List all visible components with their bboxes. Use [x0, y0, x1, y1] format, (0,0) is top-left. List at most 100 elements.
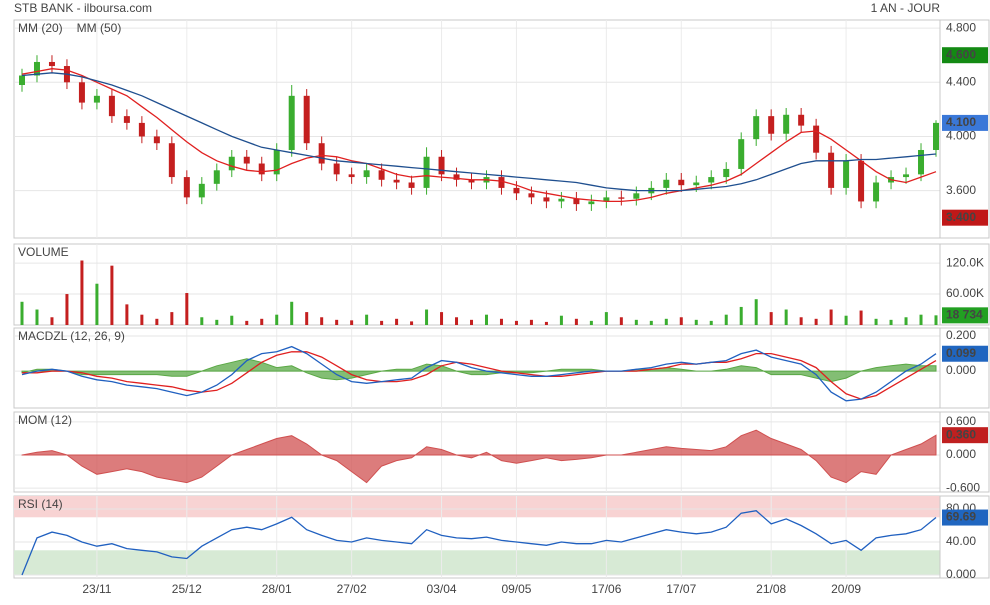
- candle-body: [78, 82, 85, 103]
- panel-title: VOLUME: [18, 245, 69, 259]
- value-badge: [942, 427, 988, 444]
- volume-bar: [395, 318, 399, 325]
- volume-bar: [80, 260, 84, 325]
- volume-bar: [919, 314, 923, 325]
- x-tick-label: 23/11: [82, 582, 111, 596]
- band: [14, 496, 940, 518]
- candle-body: [123, 116, 130, 123]
- candle-body: [768, 116, 775, 134]
- volume-bar: [95, 283, 99, 325]
- series-area: [21, 358, 937, 383]
- volume-bar: [305, 312, 309, 325]
- volume-bar: [529, 319, 533, 325]
- volume-bar: [125, 304, 129, 325]
- value-badge-label: 4.600: [946, 47, 976, 61]
- volume-bar: [619, 317, 623, 325]
- series-area: [21, 429, 937, 484]
- volume-bar: [724, 314, 728, 325]
- candle-body: [828, 152, 835, 188]
- candle-body: [873, 182, 880, 202]
- value-badge-label: 0.099: [946, 346, 976, 360]
- volume-bar: [559, 315, 563, 325]
- y-tick-label: 60.00K: [946, 286, 984, 300]
- volume-bar: [410, 321, 414, 325]
- volume-bar: [365, 314, 369, 325]
- candle-body: [48, 61, 55, 67]
- value-badge: [942, 47, 988, 64]
- y-tick-label: 4.800: [946, 20, 976, 34]
- volume-bar: [245, 320, 249, 325]
- volume-bar: [649, 320, 653, 325]
- candle-body: [153, 136, 160, 144]
- volume-bar: [484, 314, 488, 325]
- candle-body: [738, 139, 745, 169]
- candle-body: [558, 198, 565, 202]
- x-tick-label: 21/08: [756, 582, 786, 596]
- volume-bar: [769, 312, 773, 325]
- y-tick-label: 4.000: [946, 129, 976, 143]
- candle-body: [858, 160, 865, 202]
- volume-bar: [514, 320, 518, 325]
- y-tick-label: 4.400: [946, 74, 976, 88]
- candle-body: [423, 156, 430, 188]
- value-badge: [942, 307, 988, 324]
- volume-bar: [814, 318, 818, 325]
- candle-body: [258, 163, 265, 175]
- candle-body: [363, 170, 370, 178]
- volume-bar: [380, 320, 384, 325]
- series-line: [21, 68, 937, 203]
- volume-bar: [185, 293, 189, 325]
- x-tick-label: 03/04: [427, 582, 457, 596]
- panel-title: MACDZL (12, 26, 9): [18, 329, 125, 343]
- y-tick-label: 0.200: [946, 328, 976, 342]
- candle-body: [273, 149, 280, 175]
- volume-bar: [784, 309, 788, 325]
- candle-body: [318, 143, 325, 164]
- x-tick-label: 27/02: [337, 582, 367, 596]
- volume-bar: [664, 318, 668, 325]
- volume-bar: [230, 315, 234, 325]
- candle-body: [303, 95, 310, 144]
- volume-bar: [140, 314, 144, 325]
- candle-body: [528, 193, 535, 198]
- candle-body: [843, 160, 850, 188]
- candle-body: [513, 187, 520, 194]
- volume-bar: [574, 318, 578, 325]
- panel-plot: [14, 412, 940, 492]
- y-tick-label: 0.000: [946, 363, 976, 377]
- volume-bar: [694, 319, 698, 325]
- volume-bar: [874, 318, 878, 325]
- volume-bar: [544, 321, 548, 325]
- y-tick-label: 120.0K: [946, 255, 984, 269]
- candle-body: [798, 114, 805, 126]
- candle-body: [498, 177, 505, 188]
- volume-bar: [859, 310, 863, 325]
- volume-bar: [844, 315, 848, 325]
- volume-bar: [260, 318, 264, 325]
- volume-bar: [350, 320, 354, 325]
- value-badge: [942, 209, 988, 226]
- series-line: [22, 351, 937, 400]
- volume-bar: [170, 312, 174, 325]
- candle-body: [633, 193, 640, 199]
- candle-body: [168, 143, 175, 178]
- candle-body: [693, 182, 700, 186]
- value-badge: [942, 114, 988, 131]
- volume-bar: [65, 294, 69, 325]
- volume-bar: [275, 314, 279, 325]
- y-tick-label: 40.00: [946, 534, 976, 548]
- x-tick-label: 17/07: [666, 582, 696, 596]
- candle-body: [393, 179, 400, 183]
- volume-bar: [290, 301, 294, 325]
- y-tick-label: 0.000: [946, 447, 976, 461]
- candle-body: [663, 179, 670, 188]
- candle-body: [468, 179, 475, 183]
- candle-body: [813, 125, 820, 153]
- value-badge-label: 4.100: [946, 115, 976, 129]
- volume-bar: [200, 317, 204, 325]
- volume-bar: [709, 320, 713, 325]
- chart-title: STB BANK - ilboursa.com: [14, 1, 152, 15]
- volume-bar: [425, 309, 429, 325]
- candle-body: [93, 95, 100, 103]
